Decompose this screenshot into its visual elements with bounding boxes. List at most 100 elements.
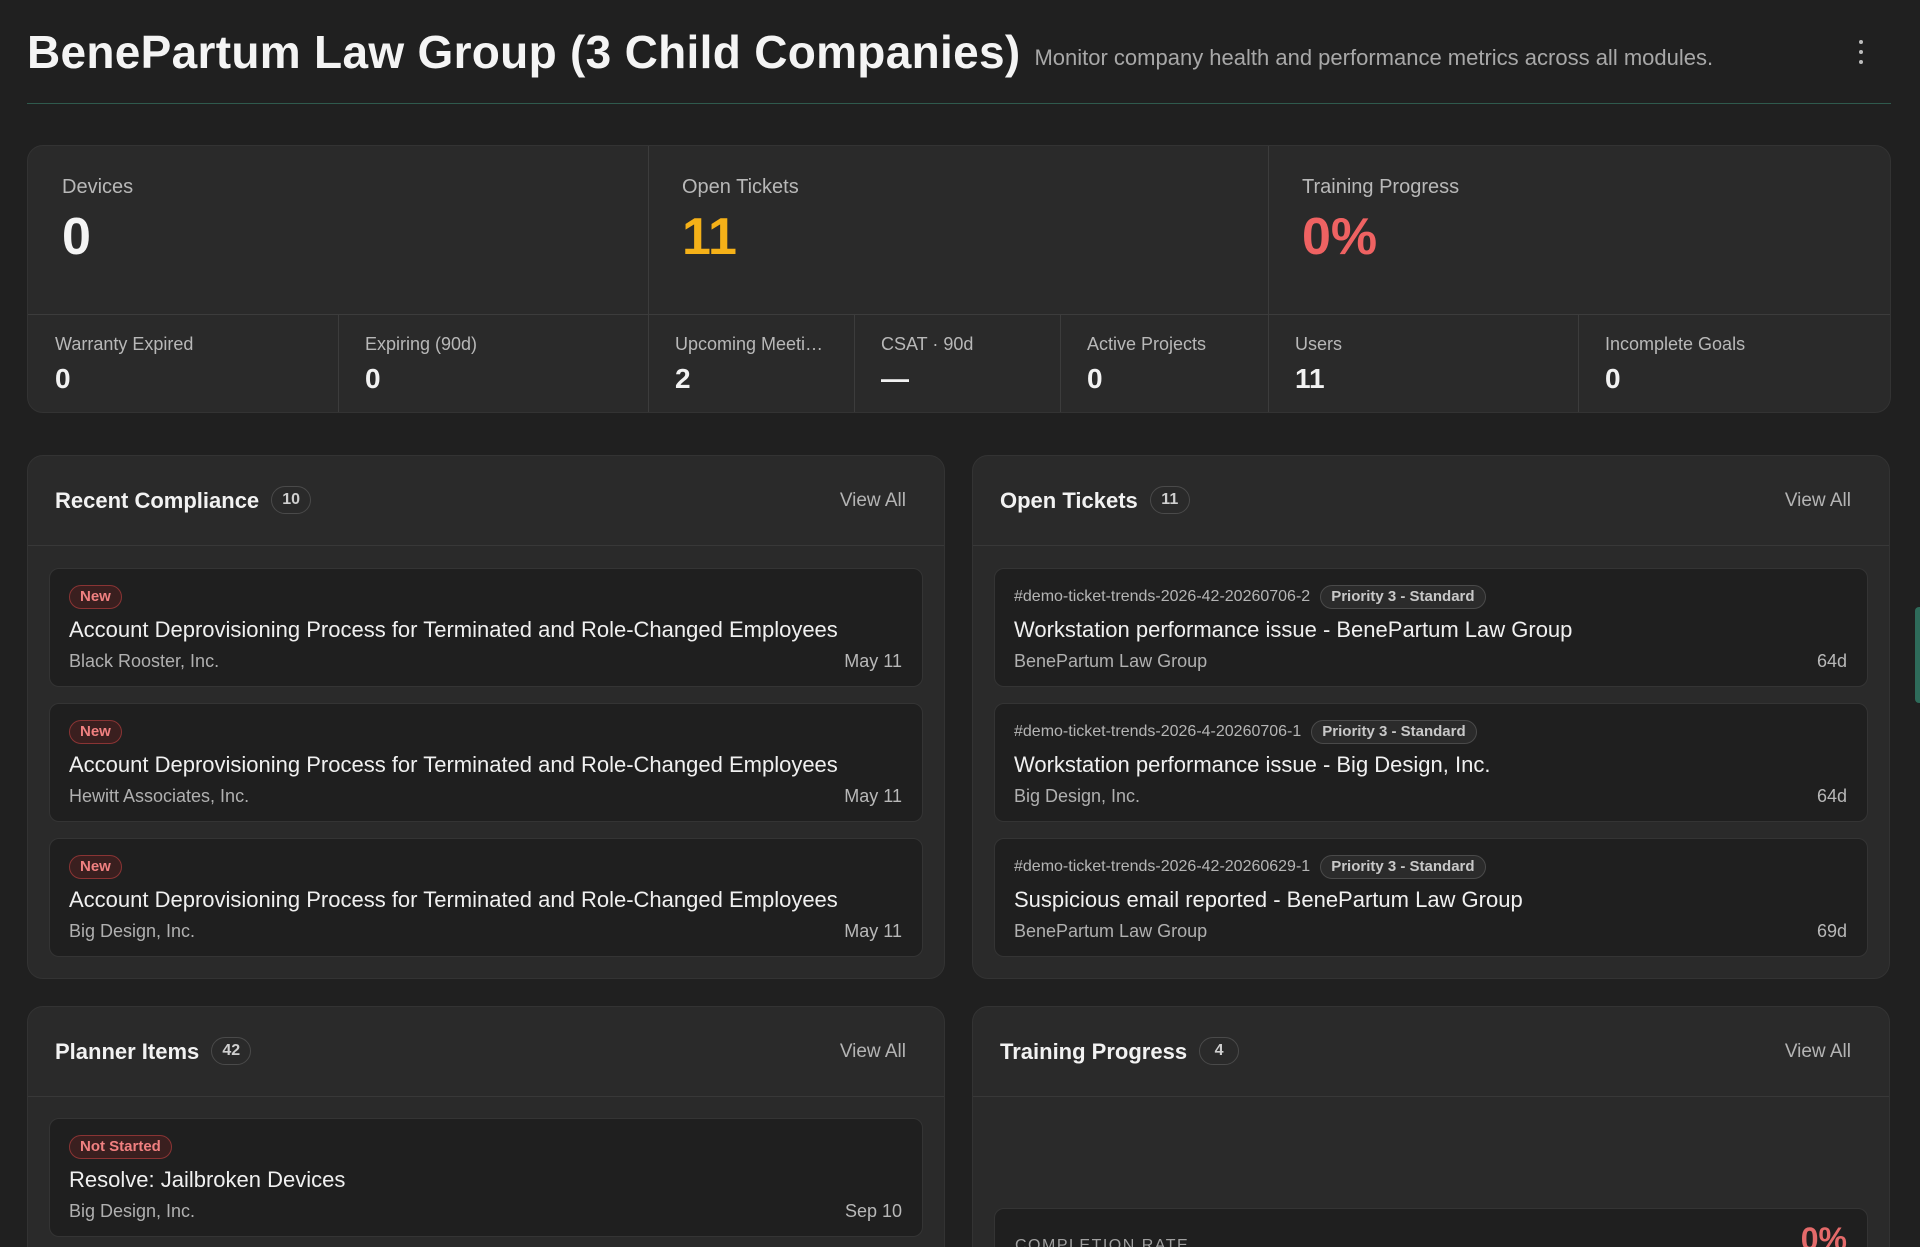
item-company: BenePartum Law Group <box>1014 921 1208 941</box>
item-title: Account Deprovisioning Process for Termi… <box>69 887 838 912</box>
card-title: Planner Items <box>55 1038 200 1064</box>
stat-open-tickets[interactable]: Open Tickets 11 <box>648 146 1268 314</box>
priority-badge: Priority 3 - Standard <box>1320 855 1486 879</box>
stat-value: — <box>881 363 909 394</box>
ticket-age: 64d <box>1816 786 1847 806</box>
ticket-id: #demo-ticket-trends-2026-42-20260629-1 <box>1014 858 1311 875</box>
stat-label: Active Projects <box>1087 334 1207 354</box>
count-badge: 4 <box>1199 1036 1240 1065</box>
priority-badge: Priority 3 - Standard <box>1311 720 1477 744</box>
item-title: Suspicious email reported - BenePartum L… <box>1014 887 1523 912</box>
divider <box>854 314 855 412</box>
item-date: May 11 <box>844 921 902 941</box>
stat-value: 0% <box>1302 208 1378 266</box>
page-header: BenePartum Law Group (3 Child Companies)… <box>27 18 1891 104</box>
divider <box>28 314 1890 315</box>
card-title: Open Tickets <box>1000 487 1138 513</box>
stat-warranty-expired[interactable]: Warranty Expired 0 <box>28 314 338 412</box>
view-all-link[interactable]: View All <box>1784 489 1851 511</box>
status-badge: New <box>69 855 122 879</box>
card-header: Recent Compliance 10 View All <box>28 456 944 546</box>
open-tickets-card: Open Tickets 11 View All #demo-ticket-tr… <box>972 455 1890 979</box>
stat-label: Incomplete Goals <box>1605 334 1746 354</box>
ticket-age: 64d <box>1816 651 1847 671</box>
completion-rate-label: COMPLETION RATE <box>1015 1237 1190 1247</box>
item-date: May 11 <box>844 651 902 671</box>
stat-active-projects[interactable]: Active Projects 0 <box>1060 314 1268 412</box>
item-title: Account Deprovisioning Process for Termi… <box>69 752 838 777</box>
stat-upcoming-meetings[interactable]: Upcoming Meeti… 2 <box>648 314 854 412</box>
stat-value: 11 <box>682 208 737 266</box>
stat-label: Open Tickets <box>682 176 799 198</box>
card-header: Training Progress 4 View All <box>973 1007 1889 1097</box>
view-all-link[interactable]: View All <box>839 489 906 511</box>
more-options-icon[interactable] <box>1851 40 1871 64</box>
stat-incomplete-goals[interactable]: Incomplete Goals 0 <box>1578 314 1890 412</box>
item-date: Sep 10 <box>844 1201 902 1221</box>
count-badge: 10 <box>271 485 312 514</box>
stat-label: Warranty Expired <box>55 334 194 354</box>
planner-items-card: Planner Items 42 View All Not Started Re… <box>27 1006 945 1247</box>
stat-value: 0 <box>365 363 381 394</box>
stat-value: 2 <box>675 363 691 394</box>
training-progress-card: Training Progress 4 View All COMPLETION … <box>972 1006 1890 1247</box>
ticket-id: #demo-ticket-trends-2026-42-20260706-2 <box>1014 588 1311 605</box>
item-company: Big Design, Inc. <box>69 921 196 941</box>
stat-training-progress[interactable]: Training Progress 0% <box>1268 146 1890 314</box>
item-company: Big Design, Inc. <box>1014 786 1141 806</box>
count-badge: 42 <box>211 1036 252 1065</box>
card-header: Open Tickets 11 View All <box>973 456 1889 546</box>
divider <box>1060 314 1061 412</box>
view-all-link[interactable]: View All <box>839 1040 906 1062</box>
stat-label: Upcoming Meeti… <box>675 334 824 354</box>
item-company: Hewitt Associates, Inc. <box>69 786 250 806</box>
stat-label: Users <box>1295 334 1343 354</box>
item-date: May 11 <box>844 786 902 806</box>
compliance-item[interactable]: New Account Deprovisioning Process for T… <box>49 568 923 687</box>
stat-label: Expiring (90d) <box>365 334 478 354</box>
item-title: Resolve: Jailbroken Devices <box>69 1167 346 1192</box>
stat-devices[interactable]: Devices 0 <box>28 146 648 314</box>
stat-value: 0 <box>1087 363 1103 394</box>
stat-csat-90d[interactable]: CSAT · 90d — <box>854 314 1060 412</box>
priority-badge: Priority 3 - Standard <box>1320 585 1486 609</box>
stat-value: 11 <box>1295 363 1325 394</box>
completion-rate-value: 0% <box>1800 1221 1847 1247</box>
status-badge: Not Started <box>69 1135 172 1159</box>
stat-label: Training Progress <box>1302 176 1460 198</box>
stat-label: CSAT · 90d <box>881 334 974 354</box>
stats-panel: Devices 0 Open Tickets 11 Training Progr… <box>27 145 1891 413</box>
item-title: Account Deprovisioning Process for Termi… <box>69 617 838 642</box>
stat-value: 0 <box>1605 363 1621 394</box>
compliance-item[interactable]: New Account Deprovisioning Process for T… <box>49 838 923 957</box>
divider <box>1268 146 1269 412</box>
stat-expiring-90d[interactable]: Expiring (90d) 0 <box>338 314 648 412</box>
view-all-link[interactable]: View All <box>1784 1040 1851 1062</box>
ticket-item[interactable]: #demo-ticket-trends-2026-42-20260706-2 P… <box>994 568 1868 687</box>
ticket-item[interactable]: #demo-ticket-trends-2026-42-20260629-1 P… <box>994 838 1868 957</box>
stat-value: 0 <box>55 363 71 394</box>
divider <box>338 314 339 412</box>
stat-users[interactable]: Users 11 <box>1268 314 1578 412</box>
card-header: Planner Items 42 View All <box>28 1007 944 1097</box>
page-subtitle: Monitor company health and performance m… <box>1034 44 1714 70</box>
divider <box>648 146 649 412</box>
stat-value: 0 <box>62 208 91 266</box>
item-company: Black Rooster, Inc. <box>69 651 220 671</box>
item-title: Workstation performance issue - BenePart… <box>1014 617 1573 642</box>
compliance-item[interactable]: New Account Deprovisioning Process for T… <box>49 703 923 822</box>
completion-rate-box: COMPLETION RATE 0% <box>994 1208 1868 1247</box>
card-title: Training Progress <box>1000 1038 1188 1064</box>
stat-label: Devices <box>62 176 134 198</box>
ticket-age: 69d <box>1816 921 1847 941</box>
item-company: BenePartum Law Group <box>1014 651 1208 671</box>
recent-compliance-card: Recent Compliance 10 View All New Accoun… <box>27 455 945 979</box>
count-badge: 11 <box>1149 485 1190 514</box>
side-panel-handle[interactable] <box>1915 607 1920 703</box>
planner-item[interactable]: Not Started Resolve: Jailbroken Devices … <box>49 1118 923 1237</box>
ticket-item[interactable]: #demo-ticket-trends-2026-4-20260706-1 Pr… <box>994 703 1868 822</box>
item-title: Workstation performance issue - Big Desi… <box>1014 752 1491 777</box>
status-badge: New <box>69 720 122 744</box>
item-company: Big Design, Inc. <box>69 1201 196 1221</box>
